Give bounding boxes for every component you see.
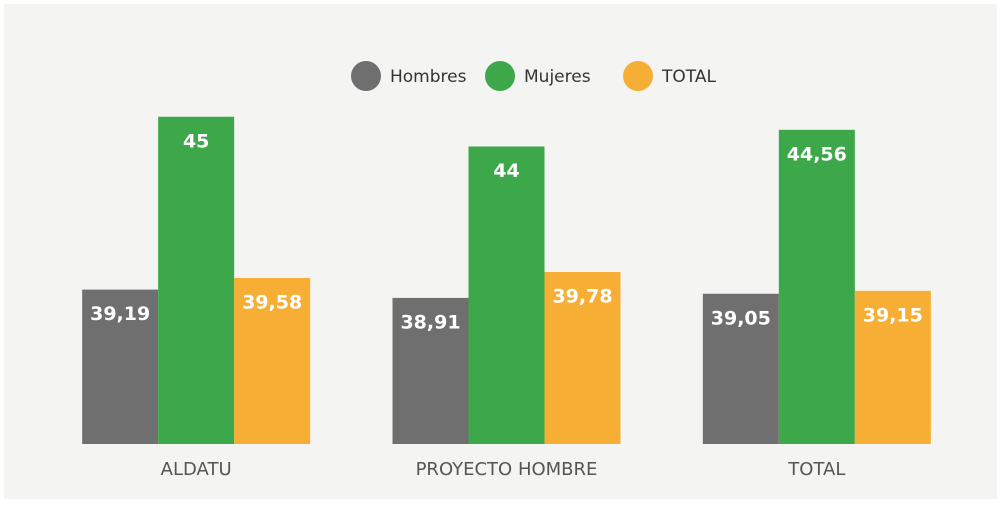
bar: [854, 290, 931, 444]
legend-swatch: [351, 61, 381, 91]
x-tick-label: PROYECTO HOMBRE: [416, 459, 598, 480]
bar: [82, 289, 159, 444]
data-label: 39,19: [90, 303, 150, 325]
data-label: 39,78: [552, 286, 612, 308]
data-label: 38,91: [400, 311, 460, 333]
x-tick-label: ALDATU: [161, 459, 232, 480]
data-label: 39,05: [711, 307, 771, 329]
data-label: 39,58: [242, 291, 302, 313]
legend-label: Hombres: [390, 67, 467, 87]
data-label: 39,15: [863, 304, 923, 326]
bar: [468, 146, 545, 444]
legend-label: TOTAL: [661, 67, 716, 87]
bar: [392, 297, 469, 444]
legend-swatch: [623, 61, 653, 91]
bar: [544, 272, 621, 444]
bar: [778, 129, 855, 444]
legend-label: Mujeres: [524, 67, 591, 87]
bar: [234, 277, 311, 444]
data-label: 45: [183, 130, 209, 152]
data-label: 44: [493, 160, 519, 182]
x-tick-label: TOTAL: [787, 459, 845, 480]
bar: [158, 116, 235, 444]
data-label: 44,56: [787, 143, 847, 165]
bar: [702, 293, 779, 444]
legend-swatch: [485, 61, 515, 91]
